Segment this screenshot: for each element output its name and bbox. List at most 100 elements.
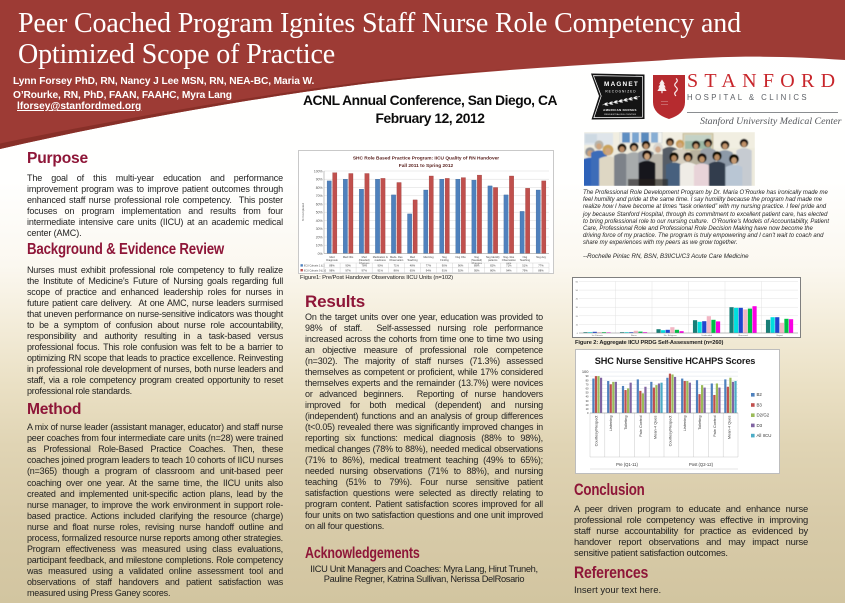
svg-text:AMERICAN NURSES: AMERICAN NURSES: [603, 108, 637, 112]
svg-text:Nurse: Nurse: [631, 334, 638, 337]
svg-text:40: 40: [576, 299, 579, 301]
svg-text:Nsg Identify: Nsg Identify: [486, 255, 500, 259]
svg-text:Courtesy/Respect: Courtesy/Respect: [667, 415, 672, 447]
svg-text:Observation: Observation: [502, 258, 517, 262]
svg-text:50: 50: [586, 391, 589, 395]
svg-text:D3: D3: [757, 423, 763, 428]
svg-text:Nsg Obs: Nsg Obs: [456, 255, 467, 259]
svg-text:Post (Q2-12): Post (Q2-12): [689, 462, 714, 467]
svg-text:100: 100: [582, 369, 589, 374]
svg-text:All IICU: All IICU: [757, 433, 772, 438]
svg-text:70: 70: [586, 382, 589, 386]
svg-text:10: 10: [576, 324, 579, 326]
svg-text:91%: 91%: [442, 268, 448, 272]
svg-text:patterns: patterns: [488, 258, 498, 262]
svg-text:0: 0: [587, 411, 589, 415]
svg-text:65%: 65%: [410, 268, 416, 272]
svg-text:Diagnosis: Diagnosis: [326, 258, 338, 262]
svg-text:Mean-4 Ques: Mean-4 Ques: [653, 415, 658, 439]
svg-text:80: 80: [586, 378, 589, 382]
svg-text:IICU Cohorts 9 & 10: IICU Cohorts 9 & 10: [304, 269, 327, 272]
svg-text:80%: 80%: [316, 186, 323, 190]
svg-text:(Needed): (Needed): [359, 258, 370, 262]
svg-text:10%: 10%: [316, 244, 323, 248]
svg-text:86%: 86%: [394, 268, 400, 272]
svg-text:Expert: Expert: [777, 334, 784, 337]
svg-text:MAGNET: MAGNET: [604, 81, 639, 88]
svg-text:30%: 30%: [316, 227, 323, 231]
svg-text:Meds- Res: Meds- Res: [390, 255, 403, 259]
svg-text:77%: 77%: [538, 264, 544, 268]
svg-text:Teaching: Teaching: [407, 258, 418, 262]
svg-text:98%: 98%: [329, 268, 335, 272]
svg-text:30: 30: [586, 399, 589, 403]
svg-text:Med Avg: Med Avg: [423, 255, 434, 259]
svg-text:Nsg: Nsg: [442, 255, 447, 259]
svg-text:60: 60: [576, 282, 579, 284]
svg-text:88%: 88%: [538, 268, 544, 272]
svg-text:RECOGNIZED: RECOGNIZED: [605, 89, 636, 93]
svg-text:0%: 0%: [318, 252, 323, 256]
svg-text:B2: B2: [757, 392, 763, 397]
svg-text:IICU Cohorts 1 & 2: IICU Cohorts 1 & 2: [304, 265, 326, 268]
svg-text:SHC Role Based Practice Progra: SHC Role Based Practice Program: IICU Qu…: [353, 156, 499, 162]
svg-text:Med: Med: [362, 255, 368, 259]
svg-text:Nsg: Nsg: [523, 255, 528, 259]
svg-text:Mean-4 Ques: Mean-4 Ques: [727, 415, 732, 439]
svg-text:1st Patients: 1st Patients: [591, 334, 603, 337]
svg-text:48%: 48%: [410, 264, 416, 268]
svg-text:D2/G2: D2/G2: [757, 413, 770, 418]
svg-text:71%: 71%: [394, 264, 400, 268]
svg-text:20%: 20%: [316, 235, 323, 239]
svg-text:30: 30: [576, 307, 579, 309]
svg-text:Medication &: Medication &: [373, 255, 388, 259]
svg-text:Teaching: Teaching: [520, 258, 531, 262]
svg-text:90%: 90%: [442, 264, 448, 268]
svg-text:97%: 97%: [345, 268, 351, 272]
svg-text:40%: 40%: [316, 219, 323, 223]
svg-text:40: 40: [586, 395, 589, 399]
svg-text:20: 20: [576, 316, 579, 318]
svg-text:0: 0: [577, 333, 579, 335]
svg-text:B3: B3: [757, 402, 763, 407]
svg-text:Toileting: Toileting: [623, 416, 628, 430]
svg-text:95%: 95%: [474, 268, 480, 272]
svg-text:Nsg Avg: Nsg Avg: [536, 255, 546, 259]
svg-text:Undecided: Undecided: [702, 335, 713, 337]
svg-text:80%: 80%: [490, 268, 496, 272]
svg-text:100%: 100%: [314, 169, 323, 173]
svg-text:94%: 94%: [426, 268, 432, 272]
svg-text:% Completed: % Completed: [301, 203, 305, 221]
svg-text:50: 50: [576, 290, 579, 292]
svg-text:Received: Received: [739, 335, 749, 337]
svg-text:60: 60: [586, 387, 589, 391]
svg-text:Med Obs: Med Obs: [343, 255, 354, 259]
svg-text:77%: 77%: [426, 264, 432, 268]
svg-text:readiness: readiness: [375, 258, 387, 262]
svg-text:Toileting: Toileting: [697, 416, 702, 430]
svg-text:90%: 90%: [345, 264, 351, 268]
svg-text:Observation: Observation: [389, 258, 404, 262]
svg-text:90%: 90%: [316, 178, 323, 182]
svg-text:70%: 70%: [316, 194, 323, 198]
svg-text:94%: 94%: [506, 268, 512, 272]
svg-text:20: 20: [586, 403, 589, 407]
svg-text:97%: 97%: [362, 268, 368, 272]
svg-text:Pain Control: Pain Control: [712, 415, 717, 437]
svg-text:Nsg: Nsg: [474, 255, 479, 259]
svg-text:(Needed): (Needed): [471, 258, 482, 262]
svg-text:Fall 2011 to Spring 2012: Fall 2011 to Spring 2012: [399, 163, 454, 169]
svg-text:Pain Control: Pain Control: [638, 415, 643, 437]
svg-text:90: 90: [586, 374, 589, 378]
svg-text:Med: Med: [329, 255, 335, 259]
svg-text:88%: 88%: [329, 264, 335, 268]
svg-text:Nsg- Res: Nsg- Res: [503, 255, 515, 259]
svg-text:SHC Nurse Sensitive HCAHPS Sco: SHC Nurse Sensitive HCAHPS Scores: [595, 356, 756, 366]
svg-text:Courtesy/Respect: Courtesy/Respect: [593, 415, 598, 447]
svg-text:Finding: Finding: [440, 258, 449, 262]
svg-text:89%: 89%: [474, 264, 480, 268]
svg-text:Listening: Listening: [682, 416, 687, 432]
svg-text:92%: 92%: [458, 268, 464, 272]
svg-text:91%: 91%: [378, 268, 384, 272]
svg-text:10: 10: [586, 407, 589, 411]
